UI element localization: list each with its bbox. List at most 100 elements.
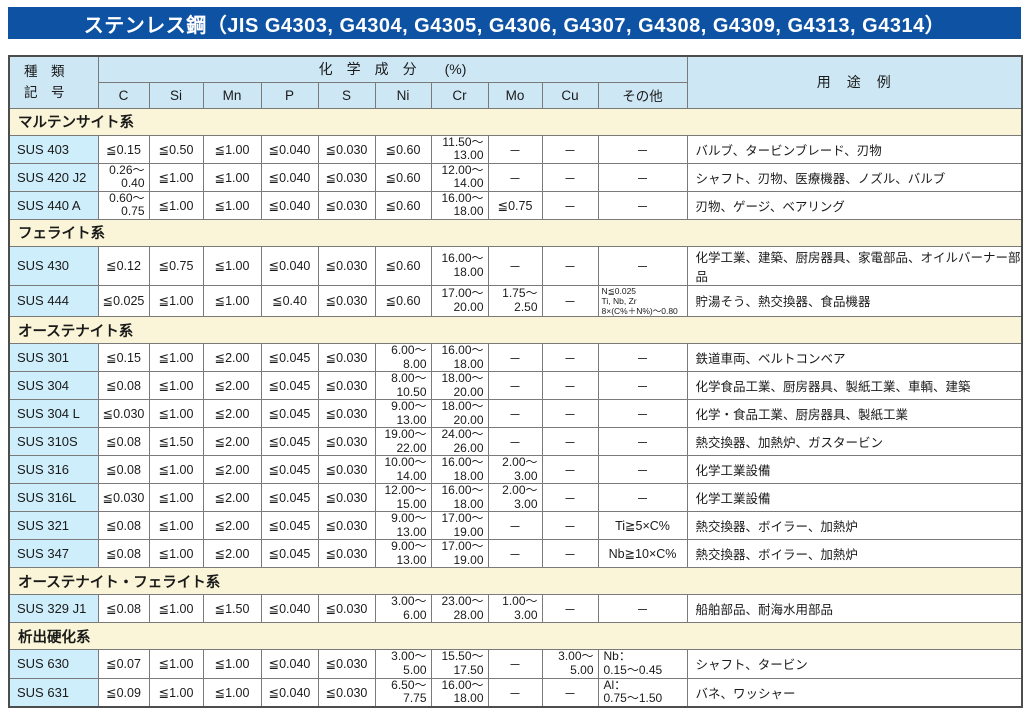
chem-cell-other: － bbox=[597, 245, 688, 286]
chem-cell-mn: ≦1.00 bbox=[202, 134, 262, 164]
chem-cell-p: ≦0.045 bbox=[260, 399, 319, 429]
chem-cell-cu: － bbox=[541, 399, 599, 429]
chem-cell-p: ≦0.040 bbox=[260, 677, 319, 708]
type-symbol-header-line2: 記 号 bbox=[24, 85, 65, 101]
usage-cell: バネ、ワッシャー bbox=[686, 677, 1023, 708]
chem-cell-mn: ≦2.00 bbox=[202, 539, 262, 569]
row-label: SUS 403 bbox=[8, 134, 99, 164]
chem-cell-cr: 17.00～ 19.00 bbox=[430, 511, 489, 541]
table-row: SUS 304 ≦0.08 ≦1.00 ≦2.00 ≦0.045 ≦0.030 8.00～ … bbox=[8, 371, 1023, 401]
chem-cell-mn: ≦2.00 bbox=[202, 483, 262, 513]
chem-cell-other: － bbox=[597, 594, 688, 624]
group-header-label: 析出硬化系 bbox=[8, 622, 1023, 651]
chem-cell-mn: ≦1.00 bbox=[202, 677, 262, 708]
chem-cell-cu: － bbox=[541, 427, 599, 457]
chem-cell-si: ≦1.00 bbox=[148, 511, 204, 541]
row-label: SUS 304 L bbox=[8, 399, 99, 429]
chemical-composition-header: 化 学 成 分 (%) bbox=[97, 55, 688, 83]
chem-cell-mn: ≦1.00 bbox=[202, 190, 262, 220]
element-header-c: C bbox=[97, 81, 150, 109]
chem-cell-si: ≦1.00 bbox=[148, 190, 204, 220]
chem-cell-mo: － bbox=[487, 162, 543, 192]
row-label: SUS 310S bbox=[8, 427, 99, 457]
table-row: SUS 430 ≦0.12 ≦0.75 ≦1.00 ≦0.040 ≦0.030 ≦0.60 1… bbox=[8, 245, 1023, 286]
type-symbol-header-line1: 種 類 bbox=[24, 63, 65, 79]
row-label: SUS 316 bbox=[8, 455, 99, 485]
table-row: SUS 403 ≦0.15 ≦0.50 ≦1.00 ≦0.040 ≦0.030 ≦0.60 1… bbox=[8, 134, 1023, 164]
chem-cell-mo: － bbox=[487, 427, 543, 457]
chem-cell-p: ≦0.40 bbox=[260, 284, 319, 318]
chem-cell-s: ≦0.030 bbox=[317, 399, 376, 429]
row-label: SUS 631 bbox=[8, 677, 99, 708]
chem-cell-s: ≦0.030 bbox=[317, 594, 376, 624]
chem-cell-cu: － bbox=[541, 539, 599, 569]
table-row: SUS 444 ≦0.025 ≦1.00 ≦1.00 ≦0.40 ≦0.030 ≦0.60 1… bbox=[8, 284, 1023, 318]
chem-cell-s: ≦0.030 bbox=[317, 649, 376, 679]
group-header-row: マルテンサイト系 bbox=[8, 107, 1023, 136]
row-label: SUS 440 A bbox=[8, 190, 99, 220]
table-row: SUS 316L ≦0.030 ≦1.00 ≦2.00 ≦0.045 ≦0.030 12.0… bbox=[8, 483, 1023, 513]
chem-cell-s: ≦0.030 bbox=[317, 427, 376, 457]
chem-cell-mn: ≦1.00 bbox=[202, 245, 262, 286]
chem-cell-p: ≦0.045 bbox=[260, 539, 319, 569]
chem-cell-cu: － bbox=[541, 455, 599, 485]
chem-cell-si: ≦1.00 bbox=[148, 284, 204, 318]
chem-cell-p: ≦0.040 bbox=[260, 162, 319, 192]
chem-cell-ni: ≦0.60 bbox=[374, 190, 432, 220]
chem-cell-cr: 18.00～ 20.00 bbox=[430, 371, 489, 401]
usage-cell: 熱交換器、加熱炉、ガスタービン bbox=[686, 427, 1023, 457]
table-row: SUS 310S ≦0.08 ≦1.50 ≦2.00 ≦0.045 ≦0.030 19.00… bbox=[8, 427, 1023, 457]
chem-cell-cr: 15.50～ 17.50 bbox=[430, 649, 489, 679]
chem-cell-p: ≦0.040 bbox=[260, 594, 319, 624]
chem-cell-other: － bbox=[597, 427, 688, 457]
chem-cell-other: Ti≧5×C% bbox=[597, 511, 688, 541]
row-label: SUS 630 bbox=[8, 649, 99, 679]
element-header-mo: Mo bbox=[487, 81, 543, 109]
chem-cell-cu: － bbox=[541, 162, 599, 192]
row-label: SUS 316L bbox=[8, 483, 99, 513]
stainless-steel-spec-table: 種 類記 号化 学 成 分 (%) 用 途 例 C Si Mn P S Ni Cr Mo Cu その他… bbox=[8, 55, 1024, 708]
usage-cell: バルブ、タービンブレード、刃物 bbox=[686, 134, 1023, 164]
table-row: SUS 347 ≦0.08 ≦1.00 ≦2.00 ≦0.045 ≦0.030 9.00～ … bbox=[8, 539, 1023, 569]
chem-cell-ni: 9.00～ 13.00 bbox=[374, 399, 432, 429]
chem-cell-c: ≦0.15 bbox=[97, 343, 150, 373]
chem-cell-mn: ≦2.00 bbox=[202, 371, 262, 401]
chem-cell-p: ≦0.045 bbox=[260, 371, 319, 401]
chem-cell-mo: 1.75～ 2.50 bbox=[487, 284, 543, 318]
element-header-cu: Cu bbox=[541, 81, 599, 109]
group-header-row: オーステナイト・フェライト系 bbox=[8, 567, 1023, 596]
chem-cell-si: ≦1.00 bbox=[148, 649, 204, 679]
group-header-row: オーステナイト系 bbox=[8, 316, 1023, 345]
row-label: SUS 304 bbox=[8, 371, 99, 401]
chem-cell-s: ≦0.030 bbox=[317, 343, 376, 373]
usage-cell: 貯湯そう、熱交換器、食品機器 bbox=[686, 284, 1023, 318]
chem-cell-mo: － bbox=[487, 511, 543, 541]
chem-cell-c: ≦0.025 bbox=[97, 284, 150, 318]
element-header-other: その他 bbox=[597, 81, 688, 109]
usage-cell: 化学工業、建築、厨房器具、家電部品、オイルバーナー部品 bbox=[686, 245, 1023, 286]
chem-cell-other: － bbox=[597, 455, 688, 485]
chem-cell-ni: 10.00～ 14.00 bbox=[374, 455, 432, 485]
table-row: SUS 631 ≦0.09 ≦1.00 ≦1.00 ≦0.040 ≦0.030 6.50～ … bbox=[8, 677, 1023, 708]
chem-cell-c: ≦0.08 bbox=[97, 511, 150, 541]
chem-cell-si: ≦1.00 bbox=[148, 677, 204, 708]
chem-cell-mn: ≦1.50 bbox=[202, 594, 262, 624]
table-row: SUS 420 J2 0.26～ 0.40 ≦1.00 ≦1.00 ≦0.040 ≦0.0… bbox=[8, 162, 1023, 192]
chem-cell-mn: ≦2.00 bbox=[202, 427, 262, 457]
chem-cell-c: ≦0.030 bbox=[97, 399, 150, 429]
chem-cell-ni: ≦0.60 bbox=[374, 134, 432, 164]
table-row: SUS 440 A 0.60～ 0.75 ≦1.00 ≦1.00 ≦0.040 ≦0.03… bbox=[8, 190, 1023, 220]
chem-cell-ni: 9.00～ 13.00 bbox=[374, 511, 432, 541]
chem-cell-cu: － bbox=[541, 594, 599, 624]
chem-cell-s: ≦0.030 bbox=[317, 284, 376, 318]
table-body: マルテンサイト系 SUS 403 ≦0.15 ≦0.50 ≦1.00 ≦0.040 ≦0.0… bbox=[8, 107, 1023, 708]
chem-cell-p: ≦0.045 bbox=[260, 427, 319, 457]
chem-cell-cr: 16.00～ 18.00 bbox=[430, 190, 489, 220]
chem-cell-si: ≦1.50 bbox=[148, 427, 204, 457]
chem-cell-si: ≦1.00 bbox=[148, 371, 204, 401]
chem-cell-cu: 3.00～ 5.00 bbox=[541, 649, 599, 679]
group-header-label: マルテンサイト系 bbox=[8, 107, 1023, 136]
chem-cell-mo: － bbox=[487, 134, 543, 164]
table-row: SUS 316 ≦0.08 ≦1.00 ≦2.00 ≦0.045 ≦0.030 10.00～… bbox=[8, 455, 1023, 485]
usage-cell: 化学工業設備 bbox=[686, 455, 1023, 485]
